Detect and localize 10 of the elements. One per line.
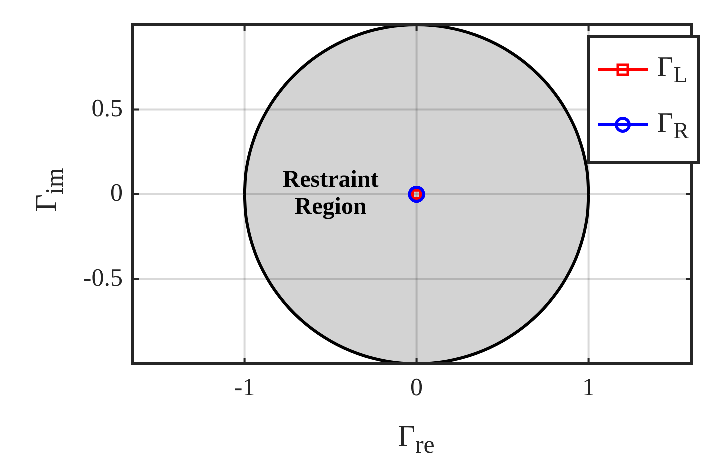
annotation: Restraint Region <box>282 167 379 220</box>
legend-label: Γ$_{L}$ <box>657 52 688 89</box>
x-tick-label: 0 <box>410 374 424 402</box>
x-axis-title: Γ$_{re}$ <box>397 420 436 460</box>
y-tick-label: 0.5 <box>92 95 123 122</box>
x-tick-label: -1 <box>234 374 256 402</box>
legend-label: Γ$_{R}$ <box>657 108 689 144</box>
y-tick-label: 0 <box>110 180 123 208</box>
x-tick-label: 1 <box>582 374 596 402</box>
y-tick-label: -0.5 <box>83 264 123 292</box>
